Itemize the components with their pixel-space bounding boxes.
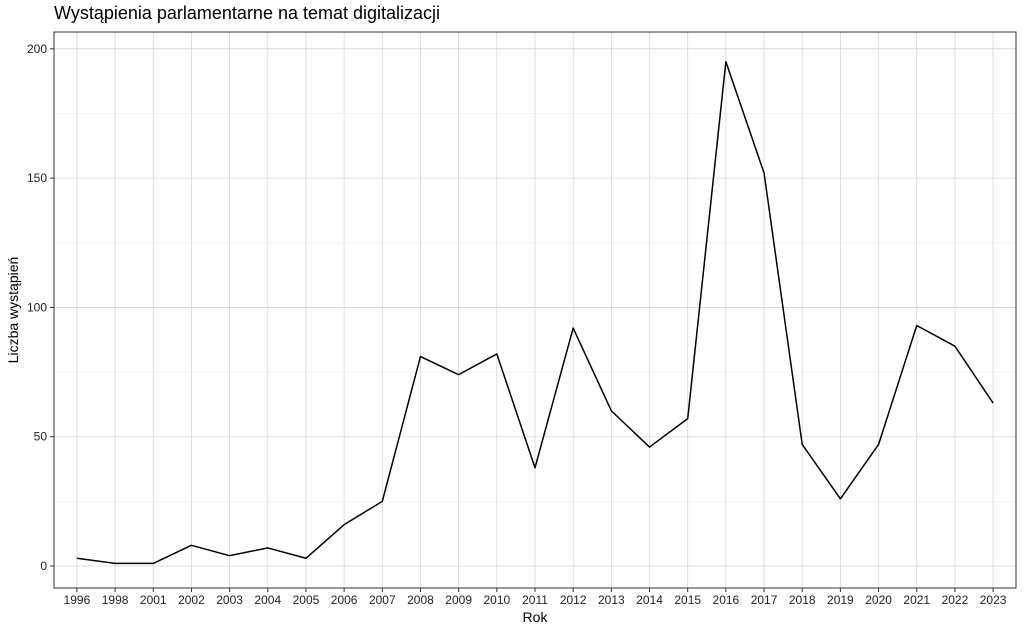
y-tick-label: 0 (40, 559, 47, 573)
x-tick-label: 2016 (713, 593, 740, 607)
x-tick-label: 2018 (789, 593, 816, 607)
x-tick-label: 1998 (102, 593, 129, 607)
x-tick-label: 2011 (522, 593, 548, 607)
y-tick-label: 50 (34, 430, 48, 444)
x-tick-label: 2023 (980, 593, 1007, 607)
x-tick-label: 2021 (903, 593, 930, 607)
x-tick-label: 2014 (636, 593, 663, 607)
x-tick-label: 2004 (254, 593, 281, 607)
x-tick-label: 2001 (140, 593, 167, 607)
x-tick-label: 2005 (293, 593, 320, 607)
x-tick-label: 2006 (331, 593, 358, 607)
x-tick-label: 2009 (445, 593, 472, 607)
x-tick-label: 2008 (407, 593, 434, 607)
x-tick-label: 2003 (216, 593, 243, 607)
x-tick-label: 2017 (751, 593, 778, 607)
x-tick-label: 2002 (178, 593, 205, 607)
x-tick-label: 2022 (942, 593, 969, 607)
y-tick-label: 100 (27, 300, 47, 314)
axes: 0 50 100 150 200 1996 1998 2001 2002 2003 2004 2005… (27, 42, 1007, 607)
series-layer (76, 60, 994, 565)
x-tick-label: 2007 (369, 593, 396, 607)
y-tick-label: 150 (27, 171, 47, 185)
chart-title: Wystąpienia parlamentarne na temat digit… (54, 3, 441, 23)
x-tick-label: 2015 (674, 593, 701, 607)
x-tick-label: 2012 (560, 593, 587, 607)
series-line (76, 60, 994, 565)
grid-lines (54, 32, 1016, 588)
x-tick-label: 1996 (64, 593, 91, 607)
x-tick-label: 2019 (827, 593, 854, 607)
y-axis-title: Liczba wystąpień (5, 257, 21, 364)
x-tick-label: 2013 (598, 593, 625, 607)
x-tick-label: 2010 (483, 593, 510, 607)
x-tick-label: 2020 (865, 593, 892, 607)
x-axis-title: Rok (523, 609, 549, 625)
y-tick-label: 200 (27, 42, 47, 56)
